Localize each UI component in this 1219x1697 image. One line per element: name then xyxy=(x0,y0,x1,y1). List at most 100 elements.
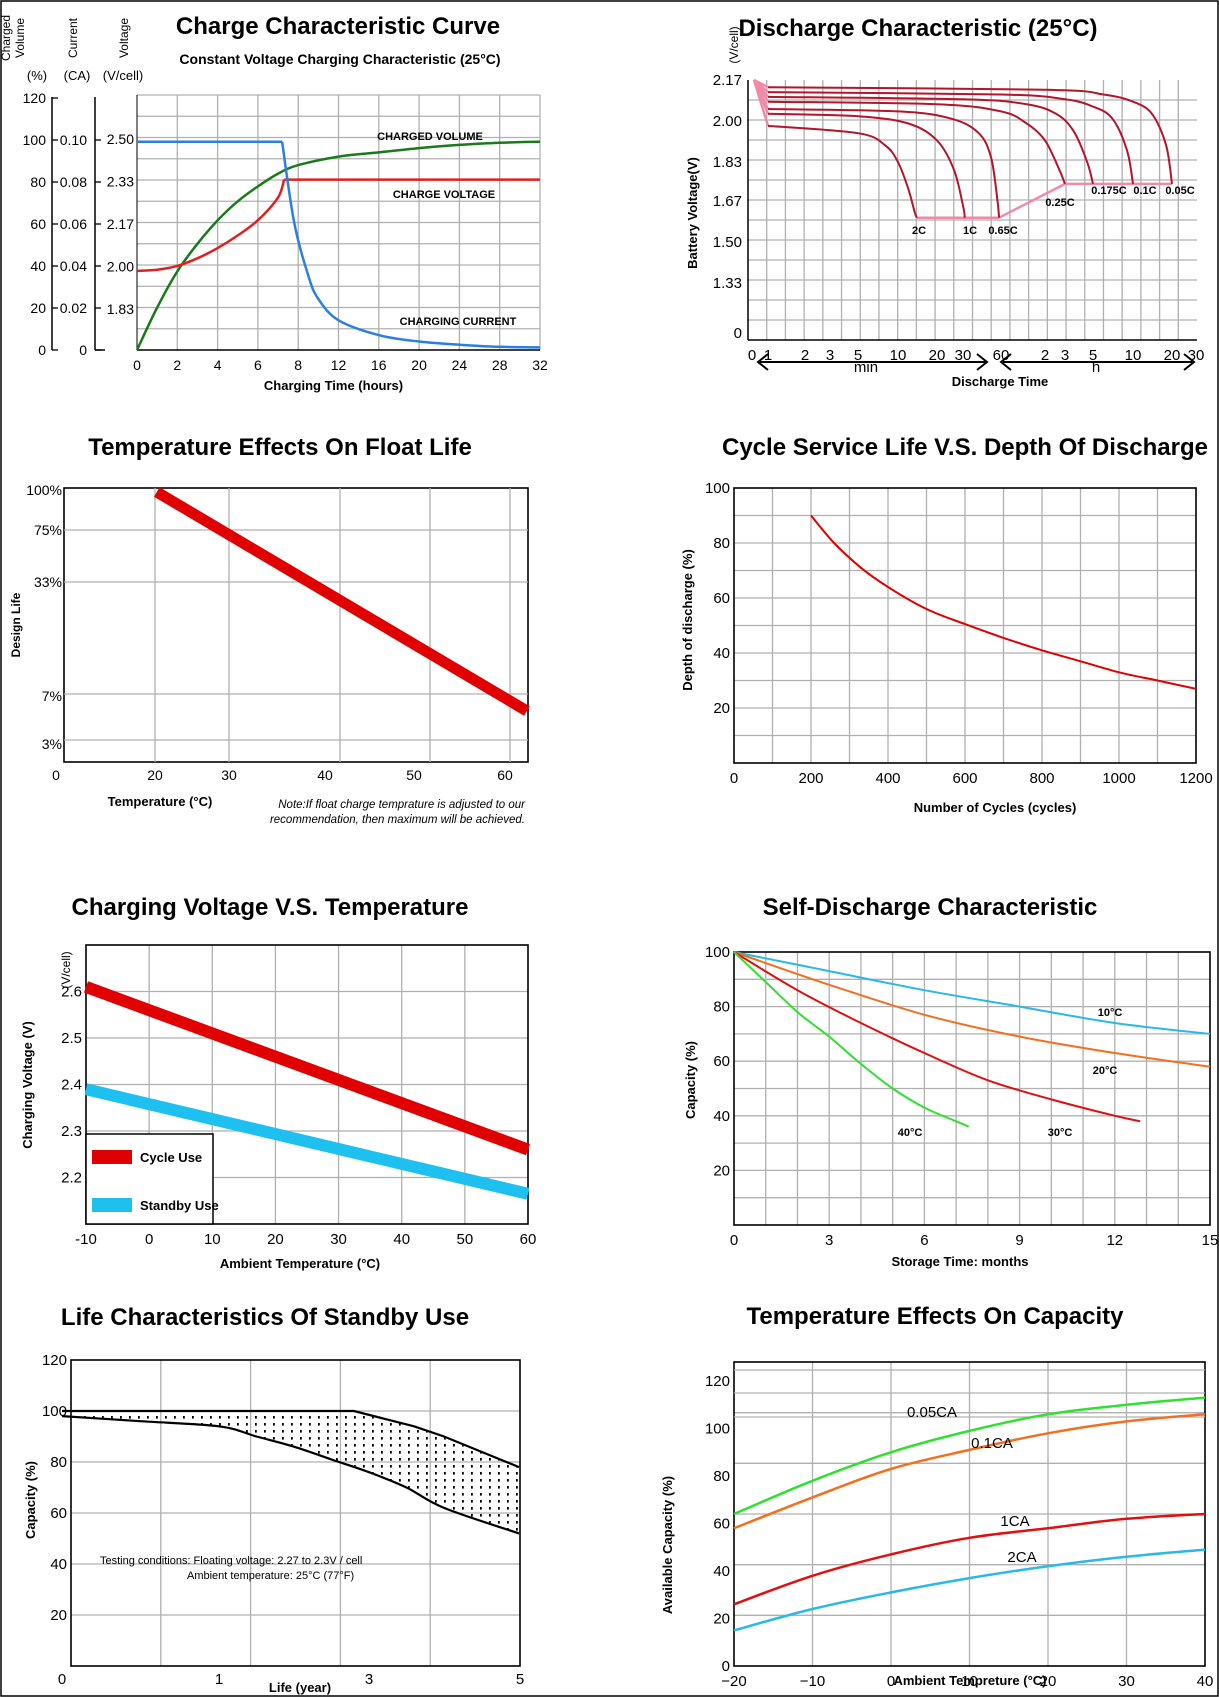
series-discharge-0.65C xyxy=(767,108,1001,218)
plot-frame xyxy=(733,951,1211,1226)
y-axis-title: Capacity (%) xyxy=(23,1461,38,1539)
x-tick-label: 10 xyxy=(204,1231,221,1248)
x-tick-label: 6 xyxy=(254,357,262,373)
series-discharge-0.05C xyxy=(767,86,1173,185)
x-tick-label: 24 xyxy=(452,357,468,373)
series-10°C xyxy=(733,951,1211,1035)
y-tick-label: 0 xyxy=(734,325,742,342)
series-charge-voltage xyxy=(136,179,286,273)
chart-charge: Charge Characteristic Curve Constant Volt… xyxy=(0,13,548,393)
x-tick-label: 5 xyxy=(1089,347,1097,364)
x-tick-label: 0 xyxy=(58,1671,66,1688)
y-axis-title: Design Life xyxy=(9,592,23,657)
y-tick-label: 3% xyxy=(42,736,62,752)
series-40°C xyxy=(733,951,970,1128)
x-tick-label: 10 xyxy=(961,1673,978,1690)
series-label: 0.1CA xyxy=(971,1435,1013,1452)
arrow-head xyxy=(1183,353,1196,371)
chart-chargevolt: Charging Voltage V.S. Temperature 2.2 2.3 2… xyxy=(20,894,536,1271)
x-tick-label: 20 xyxy=(929,347,946,364)
y-tick-label: 80 xyxy=(713,1468,730,1485)
x-tick-label: 0 xyxy=(730,1232,738,1249)
chart-subtitle: Constant Voltage Charging Characteristic… xyxy=(179,51,500,67)
chart-cyclelife: Cycle Service Life V.S. Depth Of Dischar… xyxy=(680,434,1213,815)
x-tick-label: 20 xyxy=(1040,1673,1057,1690)
voltage-tick-label: 2.33 xyxy=(107,174,134,190)
x-tick-label: 15 xyxy=(1202,1232,1219,1249)
series-label: 10°C xyxy=(1098,1007,1123,1019)
x-tick-label: 30 xyxy=(221,767,237,783)
volume-tick-label: 0 xyxy=(38,342,46,358)
series-label: 0.65C xyxy=(988,225,1017,237)
plot-frame xyxy=(63,487,529,763)
legend-label: Standby Use xyxy=(140,1198,219,1213)
voltage-axis-title: Voltage xyxy=(117,18,131,58)
volume-tick-label: 20 xyxy=(30,300,46,316)
y-tick-label: 2.6 xyxy=(61,984,82,1001)
y-tick-label: 40 xyxy=(713,645,730,662)
x-tick-label: 1200 xyxy=(1179,770,1212,787)
y-tick-label: 2.17 xyxy=(713,72,742,89)
y-tick-label: 100 xyxy=(42,1403,67,1420)
series-label: 2CA xyxy=(1007,1549,1036,1566)
volume-tick-label: 100 xyxy=(23,132,47,148)
current-tick-label: 0 xyxy=(79,342,87,358)
x-axis-title: Storage Time: months xyxy=(891,1254,1028,1269)
x-tick-label: 2 xyxy=(801,347,809,364)
voltage-tick-label: 1.83 xyxy=(107,301,134,317)
x-tick-label: 40 xyxy=(1197,1673,1214,1690)
y-tick-label: 100 xyxy=(705,944,730,961)
x-tick-label: 1 xyxy=(764,347,772,364)
y-axis-title: Charging Voltage (V) xyxy=(20,1021,35,1149)
series-charging-current xyxy=(280,141,541,349)
y-tick-label: 2.5 xyxy=(61,1030,82,1047)
y-tick-label: 20 xyxy=(713,700,730,717)
series-label-charged-volume: CHARGED VOLUME xyxy=(377,131,483,143)
y-tick-label: 2.2 xyxy=(61,1170,82,1187)
x-tick-label: 16 xyxy=(371,357,387,373)
x-tick-label: 60 xyxy=(520,1231,537,1248)
y-tick-label: 80 xyxy=(50,1454,67,1471)
chart-title: Discharge Characteristic (25°C) xyxy=(738,15,1097,42)
x-tick-label: 3 xyxy=(365,1671,373,1688)
arrow-head xyxy=(976,353,989,371)
series-label: 0.25C xyxy=(1045,197,1074,209)
x-tick-label: 0 xyxy=(887,1673,895,1690)
note-text: recommendation, then maximum will be ach… xyxy=(270,814,525,826)
series-label: 1C xyxy=(963,225,977,237)
x-tick-label: 5 xyxy=(854,347,862,364)
x-axis-title: Discharge Time xyxy=(952,374,1049,389)
y-axis-title: Battery Voltage(V) xyxy=(685,157,700,269)
x-tick-label: 40 xyxy=(393,1231,410,1248)
note-text: Note:If float charge temprature is adjus… xyxy=(278,799,526,811)
x-tick-label: 20 xyxy=(1164,347,1181,364)
current-tick-label: 0.10 xyxy=(60,132,87,148)
chart-title: Temperature Effects On Capacity xyxy=(746,1303,1124,1330)
series-label: 30°C xyxy=(1048,1127,1073,1139)
x-axis-title: Charging Time (hours) xyxy=(264,378,403,393)
current-tick-label: 0.02 xyxy=(60,300,87,316)
note-text: Testing conditions: Floating voltage: 2.… xyxy=(100,1555,362,1567)
y-tick-label: 2.3 xyxy=(61,1123,82,1140)
arrow-head xyxy=(999,353,1012,371)
chart-title: Charge Characteristic Curve xyxy=(176,13,500,40)
series-standby-use xyxy=(84,1083,530,1200)
chart-discharge: Discharge Characteristic (25°C)(V/cell) B… xyxy=(685,15,1204,389)
series-label: 0.05CA xyxy=(907,1404,957,1421)
y-tick-label: 20 xyxy=(713,1611,730,1628)
x-tick-label: 10 xyxy=(1125,347,1142,364)
y-axis-title: Available Capacity (%) xyxy=(660,1476,675,1614)
y-tick-label: 120 xyxy=(42,1352,67,1369)
x-tick-label: 20 xyxy=(267,1231,284,1248)
y-tick-label: 1.67 xyxy=(713,193,742,210)
series-label-charging-current: CHARGING CURRENT xyxy=(400,316,517,328)
x-tick-label: 400 xyxy=(875,770,900,787)
x-tick-label: 3 xyxy=(826,347,834,364)
series-label: 1CA xyxy=(1000,1513,1029,1530)
chart-selfdischarge: Self-Discharge Characteristic20406080100… xyxy=(683,894,1218,1269)
y-tick-label: 100% xyxy=(26,482,62,498)
start-fan-line xyxy=(753,78,769,89)
